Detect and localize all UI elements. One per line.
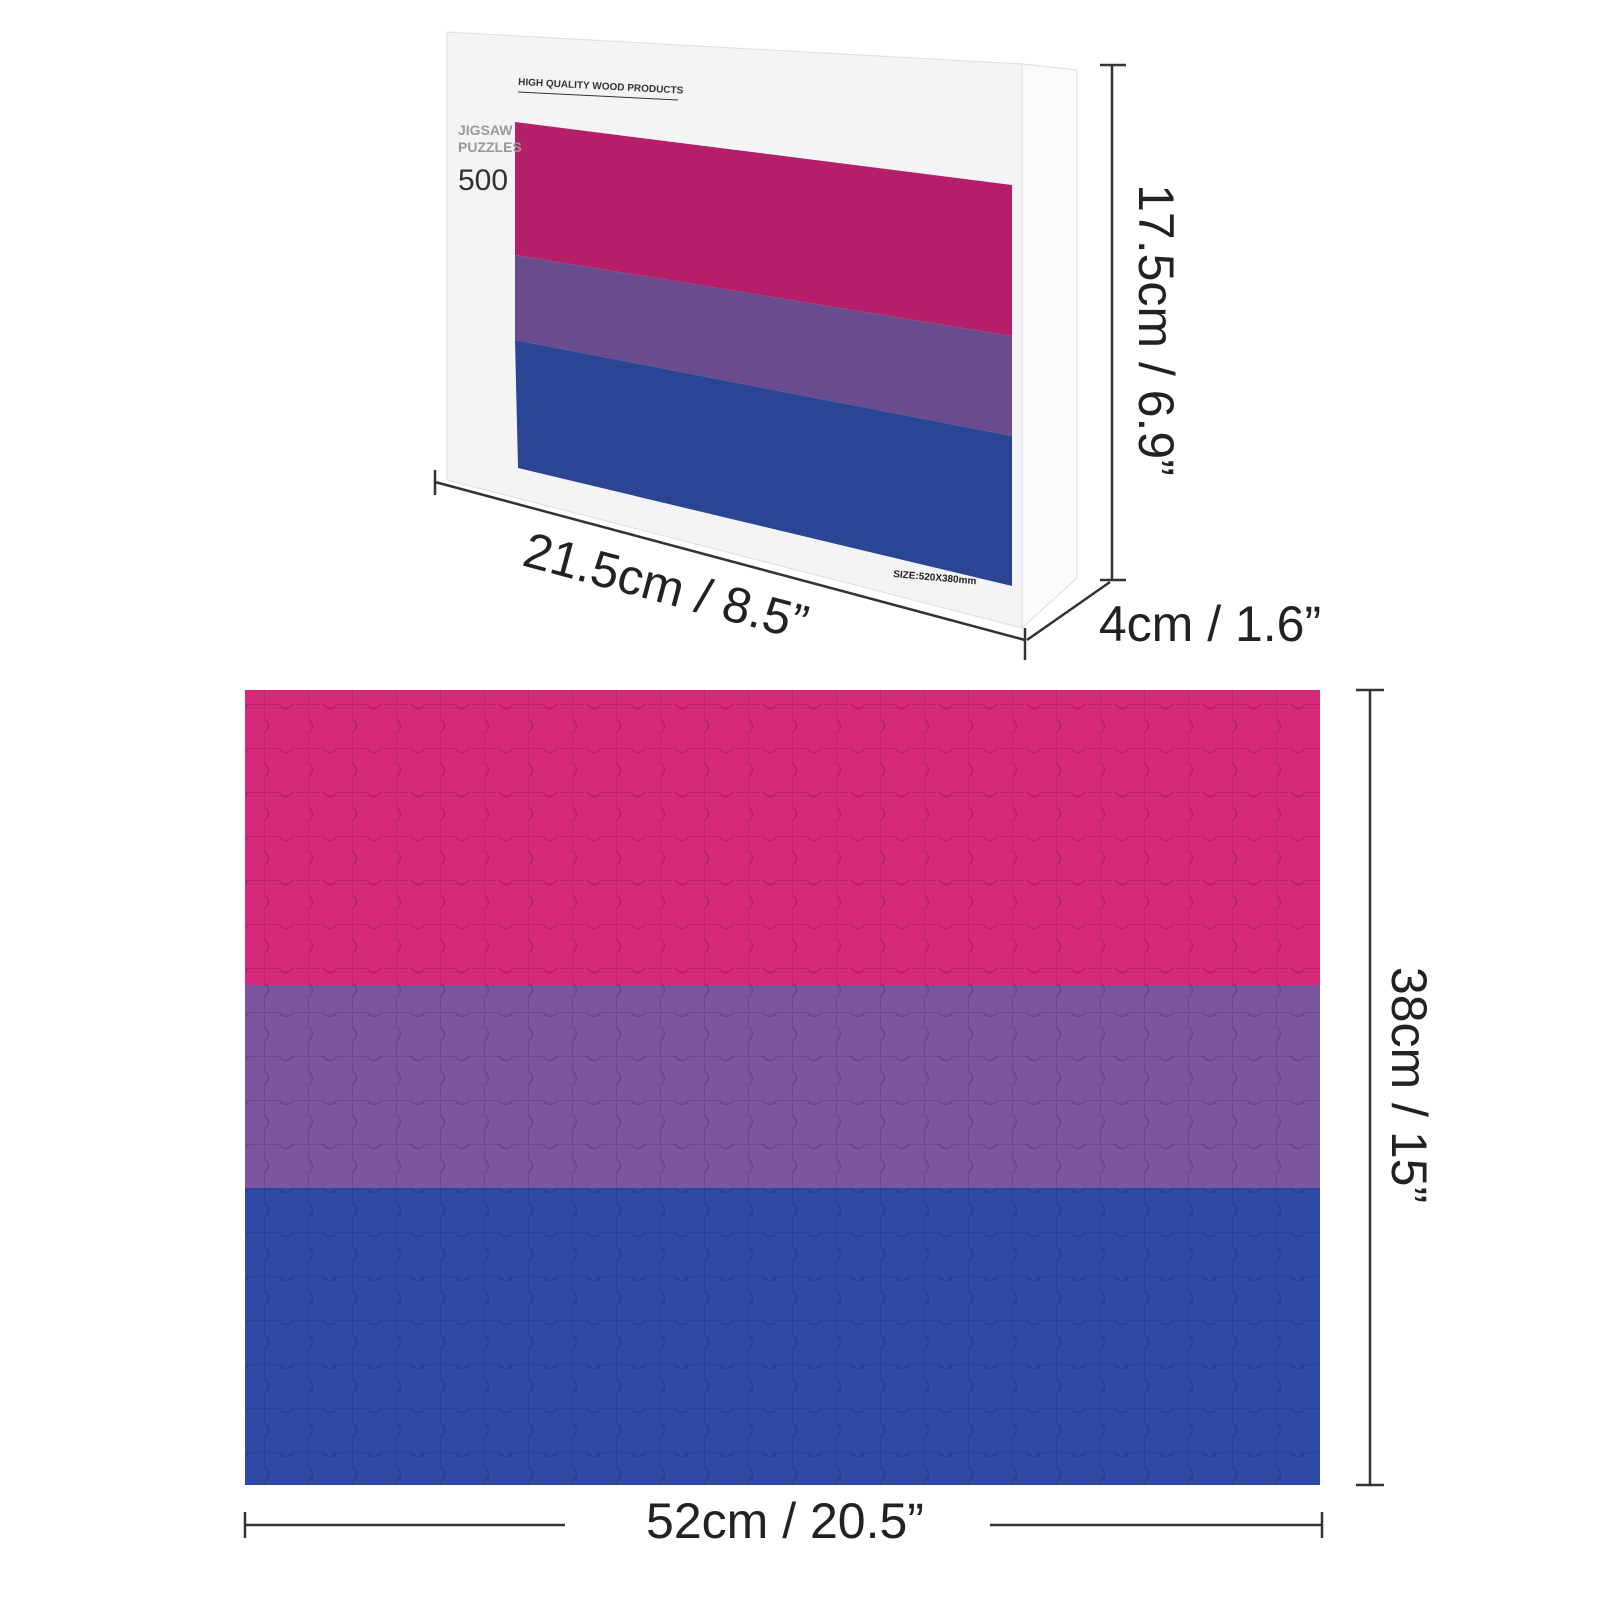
puzzle-width-line [243,1512,1324,1538]
box-side [1021,63,1078,630]
box-line1: JIGSAW [458,122,513,138]
puzzle-height-line [1356,688,1384,1487]
box-width-line [433,470,1027,660]
box-count: 500 [458,164,508,197]
box-flag-purple [515,255,1012,436]
box-depth-line [1026,580,1111,642]
puzzle-pieces [245,690,1320,1485]
box-height-label: 17.5cm / 6.9” [1128,184,1184,476]
brand-underline [517,91,679,101]
box-depth-label: 4cm / 1.6” [1099,596,1321,652]
box-height-line [1100,63,1126,582]
box-line2: PUZZLES [458,139,522,155]
puzzle-width-label: 52cm / 20.5” [646,1493,924,1549]
box-flag-pink [515,122,1012,336]
box-flag-blue [515,340,1012,586]
puzzle-height-label: 38cm / 15” [1381,967,1437,1203]
